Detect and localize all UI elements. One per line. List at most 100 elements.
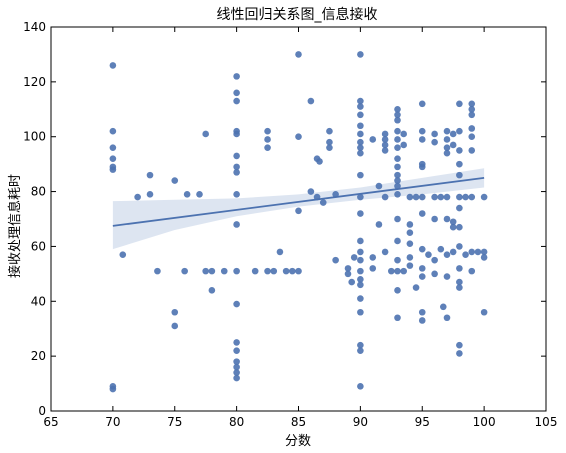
x-tick-label: 70 bbox=[105, 415, 120, 429]
data-point bbox=[357, 308, 364, 316]
data-point bbox=[344, 270, 352, 278]
data-point bbox=[295, 207, 302, 215]
data-point bbox=[443, 136, 451, 143]
data-point bbox=[357, 171, 364, 179]
data-point bbox=[233, 363, 240, 371]
data-point bbox=[369, 265, 377, 272]
data-point bbox=[233, 358, 240, 365]
data-point bbox=[443, 193, 451, 201]
x-axis-ticks: 65 70 75 80 85 90 95 100 105 bbox=[43, 27, 557, 429]
data-point bbox=[394, 177, 401, 184]
data-point bbox=[480, 248, 488, 256]
data-point bbox=[220, 267, 228, 275]
chart-title: 线性回归关系图_信息接收 bbox=[217, 6, 378, 23]
data-point bbox=[196, 191, 203, 198]
data-point bbox=[431, 270, 438, 278]
data-point bbox=[357, 276, 364, 283]
data-point bbox=[400, 267, 407, 275]
data-point bbox=[394, 111, 401, 119]
data-point bbox=[468, 111, 476, 119]
x-tick-label: 105 bbox=[535, 415, 558, 429]
data-point bbox=[233, 300, 240, 308]
data-point bbox=[109, 155, 117, 162]
data-point bbox=[119, 251, 127, 258]
data-point bbox=[418, 163, 426, 171]
data-point bbox=[394, 314, 401, 322]
data-point bbox=[181, 267, 188, 275]
data-point bbox=[375, 221, 383, 228]
data-point bbox=[233, 369, 240, 376]
data-point bbox=[154, 267, 161, 275]
data-point bbox=[381, 130, 389, 138]
data-point bbox=[468, 133, 476, 141]
data-point bbox=[357, 267, 364, 275]
data-point bbox=[456, 193, 463, 201]
data-point bbox=[134, 193, 141, 201]
data-point bbox=[431, 130, 438, 138]
data-point bbox=[326, 138, 333, 146]
y-tick-label: 20 bbox=[31, 349, 46, 363]
data-point bbox=[146, 171, 154, 179]
data-point bbox=[233, 130, 240, 138]
data-point bbox=[418, 317, 426, 324]
data-point bbox=[400, 130, 407, 138]
data-point bbox=[468, 248, 476, 256]
data-point bbox=[418, 136, 426, 143]
regression-line-layer bbox=[112, 176, 485, 227]
y-tick-label: 40 bbox=[31, 294, 46, 308]
data-point bbox=[456, 147, 463, 154]
x-tick-label: 75 bbox=[167, 415, 182, 429]
x-tick-label: 85 bbox=[291, 415, 306, 429]
data-point bbox=[357, 210, 364, 217]
data-point bbox=[443, 127, 451, 135]
data-point bbox=[412, 284, 420, 291]
data-point bbox=[326, 144, 333, 151]
data-point bbox=[233, 347, 240, 354]
data-point bbox=[394, 127, 401, 135]
data-point bbox=[431, 193, 438, 201]
data-point bbox=[394, 105, 401, 113]
data-point bbox=[462, 251, 469, 258]
data-point bbox=[480, 193, 488, 201]
data-point bbox=[456, 127, 463, 135]
data-point bbox=[394, 171, 401, 179]
data-point bbox=[344, 265, 352, 272]
data-point bbox=[418, 273, 426, 280]
data-point bbox=[406, 240, 414, 247]
data-point bbox=[449, 223, 457, 231]
data-point bbox=[406, 193, 414, 201]
data-point bbox=[449, 248, 457, 256]
data-point bbox=[394, 136, 401, 143]
data-point bbox=[251, 267, 259, 275]
data-point bbox=[480, 254, 488, 261]
data-point bbox=[443, 314, 451, 322]
data-point bbox=[418, 210, 426, 217]
data-point bbox=[295, 51, 302, 58]
data-point bbox=[462, 193, 469, 201]
data-point bbox=[456, 160, 463, 168]
data-point bbox=[449, 218, 457, 226]
data-point bbox=[233, 163, 240, 171]
data-point bbox=[394, 116, 401, 124]
data-point bbox=[233, 152, 240, 160]
data-point bbox=[406, 229, 414, 237]
data-point bbox=[109, 166, 117, 173]
data-point bbox=[381, 147, 389, 154]
data-point bbox=[431, 215, 438, 223]
data-point bbox=[431, 256, 438, 264]
data-point bbox=[418, 127, 426, 135]
data-point bbox=[394, 287, 401, 294]
data-point bbox=[468, 193, 476, 201]
regression-line bbox=[112, 176, 485, 227]
data-point bbox=[202, 267, 209, 275]
data-point bbox=[468, 105, 476, 113]
data-point bbox=[406, 262, 414, 269]
data-point bbox=[394, 144, 401, 151]
x-tick-label: 95 bbox=[415, 415, 430, 429]
data-point bbox=[456, 284, 463, 291]
data-point bbox=[456, 350, 463, 357]
data-point bbox=[233, 89, 240, 97]
data-point bbox=[456, 171, 463, 179]
y-axis-ticks: 0 20 40 60 80 100 120 140 bbox=[23, 20, 546, 418]
